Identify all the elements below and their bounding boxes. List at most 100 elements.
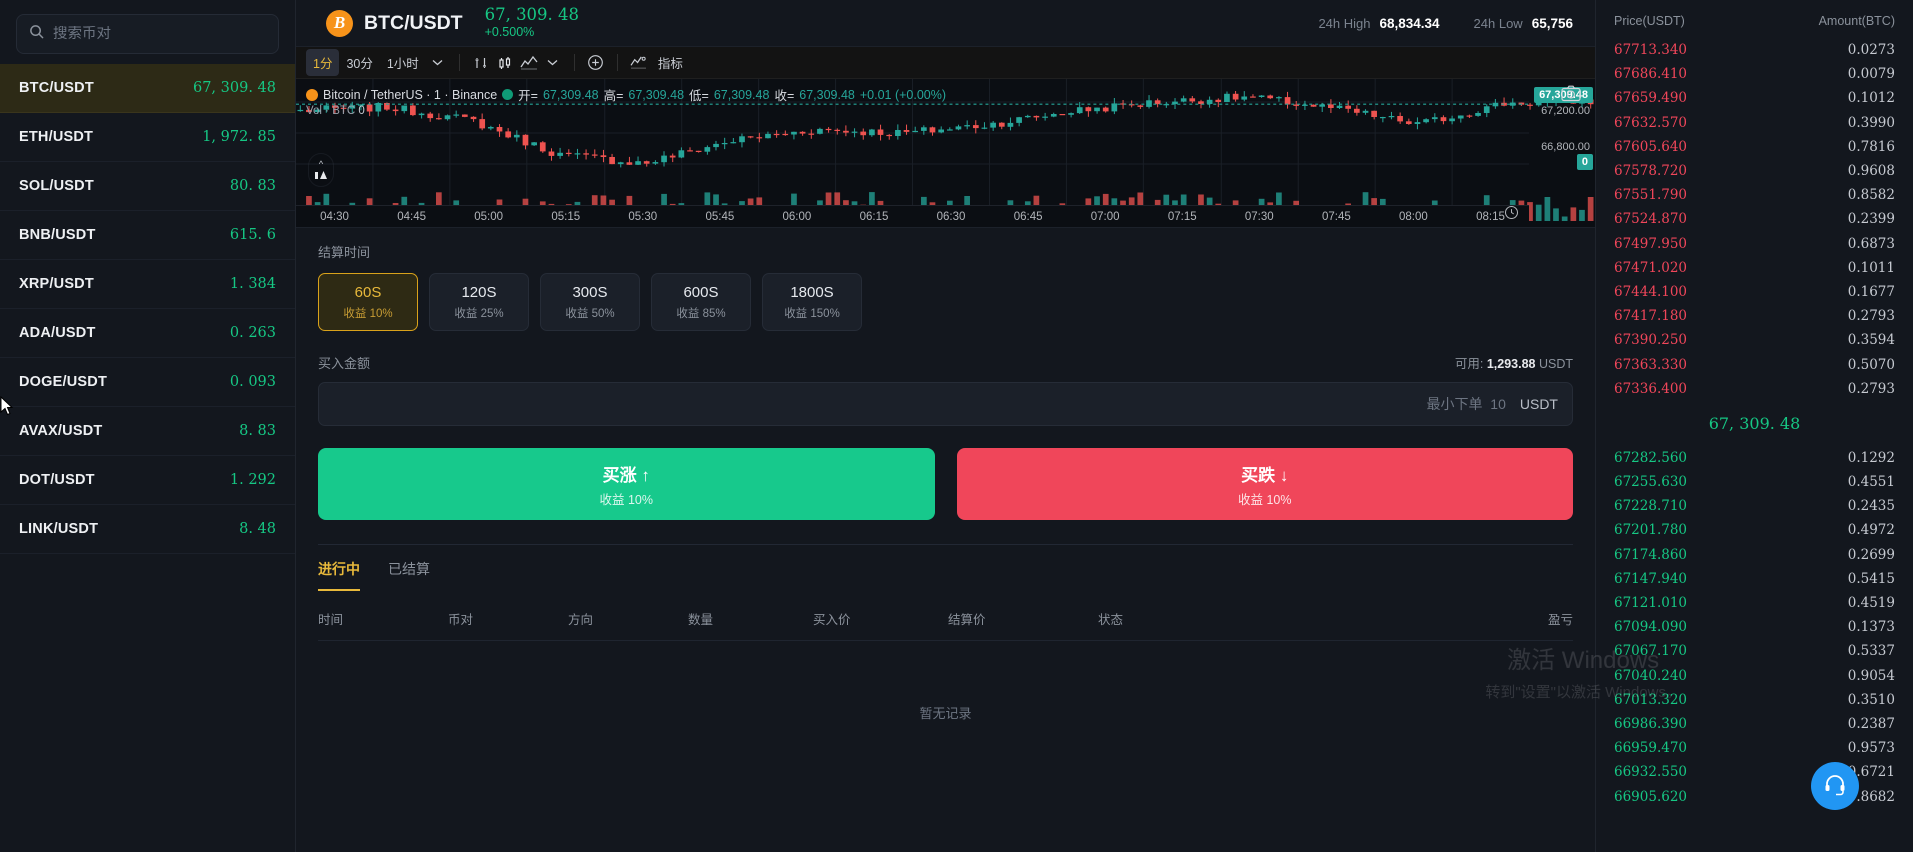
orderbook-row[interactable]: 66905.620 0.8682 <box>1596 784 1913 808</box>
amount-input[interactable] <box>333 396 1506 412</box>
search-input[interactable] <box>53 26 266 42</box>
pair-row-btc[interactable]: BTC/USDT 67, 309. 48 <box>0 64 295 113</box>
volume-value: 0 <box>358 105 365 117</box>
orderbook-row[interactable]: 67121.010 0.4519 <box>1596 591 1913 615</box>
amount-input-box[interactable]: USDT <box>318 382 1573 426</box>
orderbook-row[interactable]: 67524.870 0.2399 <box>1596 207 1913 231</box>
orderbook-row[interactable]: 67282.560 0.1292 <box>1596 446 1913 470</box>
plus-circle-icon[interactable] <box>584 52 608 74</box>
orderbook-row[interactable]: 67551.790 0.8582 <box>1596 183 1913 207</box>
toolbar-divider <box>458 54 460 71</box>
interval-30m[interactable]: 30分 <box>346 57 373 71</box>
pair-name: AVAX/USDT <box>19 423 103 439</box>
duration-300s[interactable]: 300S 收益 50% <box>540 273 640 331</box>
pair-row-dot[interactable]: DOT/USDT 1. 292 <box>0 456 295 505</box>
orderbook-price: 67363.330 <box>1614 356 1688 373</box>
orderbook-row[interactable]: 67147.940 0.5415 <box>1596 567 1913 591</box>
search-box[interactable] <box>16 14 279 54</box>
compare-icon[interactable] <box>469 52 493 74</box>
orderbook-row[interactable]: 67390.250 0.3594 <box>1596 328 1913 352</box>
orderbook-price: 67282.560 <box>1614 449 1688 466</box>
orderbook-row[interactable]: 67578.720 0.9608 <box>1596 159 1913 183</box>
tradingview-logo[interactable]: ^ <box>308 153 334 187</box>
orders-section: 进行中 已结算 时间 币对 方向 数量 买入价 结算价 状态 盈亏 暂无记录 <box>318 544 1573 852</box>
duration-time: 120S <box>461 283 497 301</box>
orderbook-row[interactable]: 67417.180 0.2793 <box>1596 304 1913 328</box>
orderbook-amount: 0.9573 <box>1847 740 1895 757</box>
orderbook-row[interactable]: 66932.550 0.6721 <box>1596 760 1913 784</box>
orderbook-row[interactable]: 66986.390 0.2387 <box>1596 712 1913 736</box>
orderbook-amount: 0.8682 <box>1847 788 1895 805</box>
stat-value: 65,756 <box>1531 15 1573 31</box>
orderbook-price: 66905.620 <box>1614 788 1688 805</box>
stat-label: 24h High <box>1318 15 1371 31</box>
orderbook-row[interactable]: 67497.950 0.6873 <box>1596 232 1913 256</box>
pair-row-sol[interactable]: SOL/USDT 80. 83 <box>0 162 295 211</box>
camera-icon[interactable] <box>1561 85 1581 107</box>
pair-row-bnb[interactable]: BNB/USDT 615. 6 <box>0 211 295 260</box>
orderbook-row[interactable]: 67336.400 0.2793 <box>1596 377 1913 401</box>
orderbook-amount: 0.2793 <box>1847 308 1895 325</box>
chart-canvas[interactable]: Bitcoin / TetherUS · 1 · Binance 开= 67,30… <box>296 79 1595 227</box>
toolbar-divider-3 <box>616 54 618 71</box>
chevron-down-icon[interactable] <box>426 52 450 74</box>
indicator-label[interactable]: 指标 <box>657 57 683 71</box>
orderbook-row[interactable]: 67444.100 0.1677 <box>1596 280 1913 304</box>
pair-price: 1. 292 <box>229 472 276 488</box>
price-axis: 67,309.48 67,200.00 66,800.00 0 <box>1529 79 1595 227</box>
orderbook-row[interactable]: 67201.780 0.4972 <box>1596 518 1913 542</box>
tab-settled-orders[interactable]: 已结算 <box>388 561 430 577</box>
orderbook-row[interactable]: 67067.170 0.5337 <box>1596 639 1913 663</box>
orderbook-row[interactable]: 67363.330 0.5070 <box>1596 352 1913 376</box>
orderbook-amount: 0.6721 <box>1847 764 1895 781</box>
orderbook-row[interactable]: 67255.630 0.4551 <box>1596 470 1913 494</box>
buy-down-button[interactable]: 买跌 ↓ 收益 10% <box>956 448 1573 520</box>
pair-row-avax[interactable]: AVAX/USDT 8. 83 <box>0 407 295 456</box>
orderbook-row[interactable]: 67228.710 0.2435 <box>1596 494 1913 518</box>
orderbook-price-header: Price(USDT) <box>1614 14 1685 28</box>
orderbook-amount: 0.2793 <box>1847 380 1895 397</box>
chevron-down-icon-2[interactable] <box>541 52 565 74</box>
pair-row-eth[interactable]: ETH/USDT 1, 972. 85 <box>0 113 295 162</box>
orderbook-asks: 67713.340 0.0273 67686.410 0.0079 67659.490 0… <box>1596 38 1913 401</box>
pair-row-xrp[interactable]: XRP/USDT 1. 384 <box>0 260 295 309</box>
orderbook-row[interactable]: 67174.860 0.2699 <box>1596 543 1913 567</box>
duration-1800s[interactable]: 1800S 收益 150% <box>762 273 862 331</box>
orderbook-row[interactable]: 67013.320 0.3510 <box>1596 688 1913 712</box>
pair-row-doge[interactable]: DOGE/USDT 0. 093 <box>0 358 295 407</box>
orderbook-amount: 0.7816 <box>1847 138 1895 155</box>
orderbook-row[interactable]: 67471.020 0.1011 <box>1596 256 1913 280</box>
duration-120s[interactable]: 120S 收益 25% <box>429 273 529 331</box>
orderbook-row[interactable]: 67605.640 0.7816 <box>1596 135 1913 159</box>
orderbook-row[interactable]: 67659.490 0.1012 <box>1596 86 1913 110</box>
orderbook-amount: 0.0273 <box>1847 42 1895 59</box>
duration-time: 1800S <box>790 283 834 301</box>
support-chat-button[interactable] <box>1811 762 1859 810</box>
duration-payout: 收益 50% <box>565 307 615 320</box>
orderbook-price: 67713.340 <box>1614 42 1688 59</box>
pair-row-link[interactable]: LINK/USDT 8. 48 <box>0 505 295 554</box>
candlestick-icon[interactable] <box>493 52 517 74</box>
chart-style-icon[interactable] <box>517 52 541 74</box>
orderbook-row[interactable]: 66959.470 0.9573 <box>1596 736 1913 760</box>
orderbook-row[interactable]: 67632.570 0.3990 <box>1596 111 1913 135</box>
time-tick: 04:30 <box>320 210 349 223</box>
volume-legend: Vol · BTC 0 <box>306 105 365 117</box>
pair-row-ada[interactable]: ADA/USDT 0. 263 <box>0 309 295 358</box>
available-unit: USDT <box>1535 357 1573 371</box>
orderbook-row[interactable]: 67713.340 0.0273 <box>1596 38 1913 62</box>
duration-60s[interactable]: 60S 收益 10% <box>318 273 418 331</box>
interval-1h[interactable]: 1小时 <box>386 57 419 71</box>
interval-1m[interactable]: 1分 <box>306 49 340 76</box>
chart-symbol: Bitcoin / TetherUS · 1 · Binance <box>323 87 498 102</box>
high-value: 67,309.48 <box>628 87 685 102</box>
indicator-icon[interactable] <box>627 52 651 74</box>
duration-600s[interactable]: 600S 收益 85% <box>651 273 751 331</box>
clock-icon[interactable] <box>1504 205 1519 225</box>
tab-active-orders[interactable]: 进行中 <box>318 559 360 591</box>
buy-up-button[interactable]: 买涨 ↑ 收益 10% <box>318 448 935 520</box>
orderbook-row[interactable]: 67094.090 0.1373 <box>1596 615 1913 639</box>
orderbook-row[interactable]: 67040.240 0.9054 <box>1596 664 1913 688</box>
orderbook-row[interactable]: 67686.410 0.0079 <box>1596 62 1913 86</box>
